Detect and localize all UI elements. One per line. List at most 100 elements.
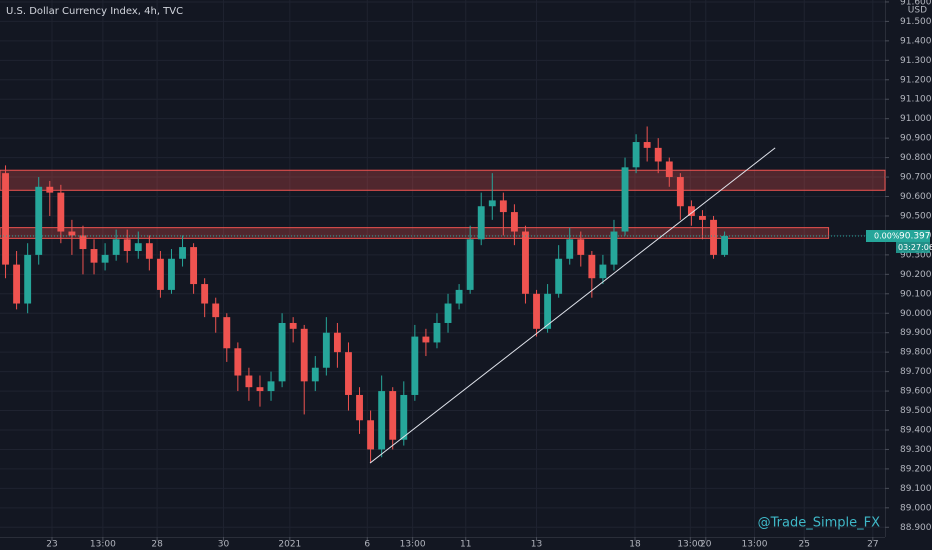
resistance-zone bbox=[0, 169, 886, 191]
candle-body bbox=[223, 317, 231, 349]
x-tick-label: 2021 bbox=[278, 540, 301, 550]
candle-body bbox=[289, 322, 297, 329]
y-tick-label: 89.900 bbox=[900, 328, 932, 338]
candle-body bbox=[322, 332, 330, 368]
candle-body bbox=[665, 161, 673, 178]
y-tick-label: 90.100 bbox=[900, 289, 932, 299]
candle-body bbox=[422, 336, 430, 343]
candle-body bbox=[488, 200, 496, 207]
y-tick-label: 89.700 bbox=[900, 367, 932, 377]
candle-body bbox=[599, 264, 607, 279]
candle-body bbox=[400, 394, 408, 440]
candle-body bbox=[632, 142, 640, 168]
candle-body bbox=[145, 243, 153, 259]
candle-body bbox=[687, 206, 695, 216]
candle-body bbox=[35, 186, 43, 255]
candle-body bbox=[510, 212, 518, 232]
y-tick-label: 89.600 bbox=[900, 387, 932, 397]
y-tick-label: 91.100 bbox=[900, 95, 932, 105]
y-tick-label: 90.700 bbox=[900, 173, 932, 183]
candle-body bbox=[278, 322, 286, 382]
candle-body bbox=[201, 284, 209, 304]
x-tick-label: 18 bbox=[629, 540, 641, 550]
candle-body bbox=[68, 231, 76, 236]
x-tick-label: 13:00 bbox=[741, 540, 767, 550]
y-tick-label: 89.500 bbox=[900, 406, 932, 416]
candle-body bbox=[433, 322, 441, 343]
candle-body bbox=[455, 289, 463, 304]
x-tick-label: 13:00 bbox=[677, 540, 703, 550]
y-tick-label: 90.800 bbox=[900, 153, 932, 163]
candle-body bbox=[300, 328, 308, 382]
candle-body bbox=[245, 375, 253, 388]
candle-body bbox=[389, 391, 397, 440]
candle-body bbox=[699, 215, 706, 220]
y-tick-label: 89.400 bbox=[900, 425, 932, 435]
candle-body bbox=[79, 235, 87, 250]
y-tick-label: 88.900 bbox=[900, 523, 932, 533]
y-tick-label: 91.200 bbox=[900, 75, 932, 85]
candle-body bbox=[378, 391, 386, 450]
chart-title: U.S. Dollar Currency Index, 4h, TVC bbox=[6, 6, 183, 17]
y-tick-label: 89.300 bbox=[900, 445, 932, 455]
candle-body bbox=[654, 147, 662, 162]
candle-body bbox=[256, 387, 264, 392]
zones bbox=[0, 169, 886, 239]
y-tick-label: 90.000 bbox=[900, 309, 932, 319]
candle-body bbox=[212, 303, 220, 318]
candle-body bbox=[610, 231, 618, 265]
x-tick-label: 23 bbox=[46, 540, 57, 550]
countdown-label: 03:27:06 bbox=[898, 243, 932, 252]
last-price-badge bbox=[866, 230, 930, 243]
y-tick-label: 91.000 bbox=[900, 114, 932, 124]
x-tick-label: 25 bbox=[799, 540, 810, 550]
last-price-label: 90.397 bbox=[899, 232, 931, 242]
candle-body bbox=[444, 303, 452, 323]
candle-body bbox=[101, 254, 109, 263]
candle-body bbox=[112, 239, 120, 255]
candle-body bbox=[710, 219, 717, 255]
y-tick-label: 90.900 bbox=[900, 134, 932, 144]
candle-body bbox=[477, 206, 485, 240]
candle-body bbox=[234, 348, 242, 376]
currency-label: USD bbox=[908, 6, 927, 16]
candle-body bbox=[721, 236, 729, 255]
candle-body bbox=[566, 239, 574, 259]
y-tick-label: 89.800 bbox=[900, 348, 932, 358]
candle-body bbox=[267, 381, 275, 392]
candle-body bbox=[168, 258, 175, 290]
candle-body bbox=[46, 186, 54, 193]
candle-body bbox=[57, 192, 65, 232]
candle-body bbox=[134, 243, 142, 251]
candles bbox=[2, 126, 729, 464]
x-tick-label: 20 bbox=[700, 540, 712, 550]
candle-body bbox=[123, 239, 131, 251]
candle-body bbox=[466, 239, 474, 290]
candle-body bbox=[643, 142, 651, 148]
y-tick-label: 91.500 bbox=[900, 17, 932, 27]
x-tick-label: 13 bbox=[531, 540, 542, 550]
candle-body bbox=[499, 200, 507, 213]
candle-body bbox=[333, 332, 341, 353]
y-tick-label: 91.300 bbox=[900, 56, 932, 66]
candle-body bbox=[411, 336, 419, 395]
candle-body bbox=[179, 247, 186, 259]
candle-body bbox=[90, 249, 98, 263]
x-tick-label: 13:00 bbox=[90, 540, 116, 550]
candle-body bbox=[2, 173, 9, 265]
y-tick-label: 91.400 bbox=[900, 36, 932, 46]
candle-body bbox=[345, 352, 352, 395]
resistance-zone bbox=[0, 227, 830, 239]
candle-body bbox=[367, 420, 375, 450]
y-tick-label: 90.600 bbox=[900, 192, 932, 202]
overlays bbox=[0, 147, 885, 464]
y-tick-label: 90.200 bbox=[900, 270, 932, 280]
candle-body bbox=[621, 167, 629, 232]
x-tick-label: 30 bbox=[218, 540, 230, 550]
candle-body bbox=[577, 239, 585, 255]
last-price-change: 0.00% bbox=[874, 232, 900, 241]
candle-body bbox=[190, 247, 198, 285]
x-tick-label: 28 bbox=[151, 540, 163, 550]
candle-body bbox=[588, 254, 596, 279]
